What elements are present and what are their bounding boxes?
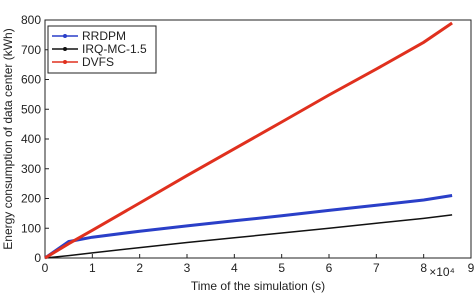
- series-line: [44, 194, 453, 260]
- x-tick-label: 5: [278, 261, 285, 275]
- x-tick-label: 9: [468, 261, 474, 275]
- x-axis-label: Time of the simulation (s): [191, 279, 325, 293]
- legend-label: DVFS: [82, 55, 114, 69]
- y-tick-label: 600: [21, 73, 41, 87]
- series-line: [44, 214, 453, 259]
- x-tick-label: 8: [420, 261, 427, 275]
- y-tick-label: 300: [21, 162, 41, 176]
- y-tick-label: 400: [21, 132, 41, 146]
- legend-label: IRQ-MC-1.5: [82, 42, 147, 56]
- x-tick-label: 6: [326, 261, 333, 275]
- y-axis-label: Energy consumption of data center (kWh): [1, 28, 15, 249]
- x-tick-label: 7: [373, 261, 380, 275]
- y-tick-label: 200: [21, 192, 41, 206]
- legend-label: RRDPM: [82, 29, 126, 43]
- series-line: [44, 21, 453, 260]
- y-tick-label: 500: [21, 102, 41, 116]
- legend-marker: [63, 60, 67, 64]
- y-tick-label: 0: [34, 251, 41, 265]
- x-exponent: ×10⁴: [429, 265, 455, 279]
- x-tick-label: 0: [42, 261, 49, 275]
- y-tick-label: 100: [21, 221, 41, 235]
- x-tick-label: 1: [89, 261, 96, 275]
- legend-marker: [63, 34, 67, 38]
- legend-marker: [63, 47, 67, 51]
- y-tick-label: 800: [21, 13, 41, 27]
- x-tick-label: 4: [231, 261, 238, 275]
- x-tick-label: 3: [184, 261, 191, 275]
- x-tick-label: 2: [136, 261, 143, 275]
- y-tick-label: 700: [21, 43, 41, 57]
